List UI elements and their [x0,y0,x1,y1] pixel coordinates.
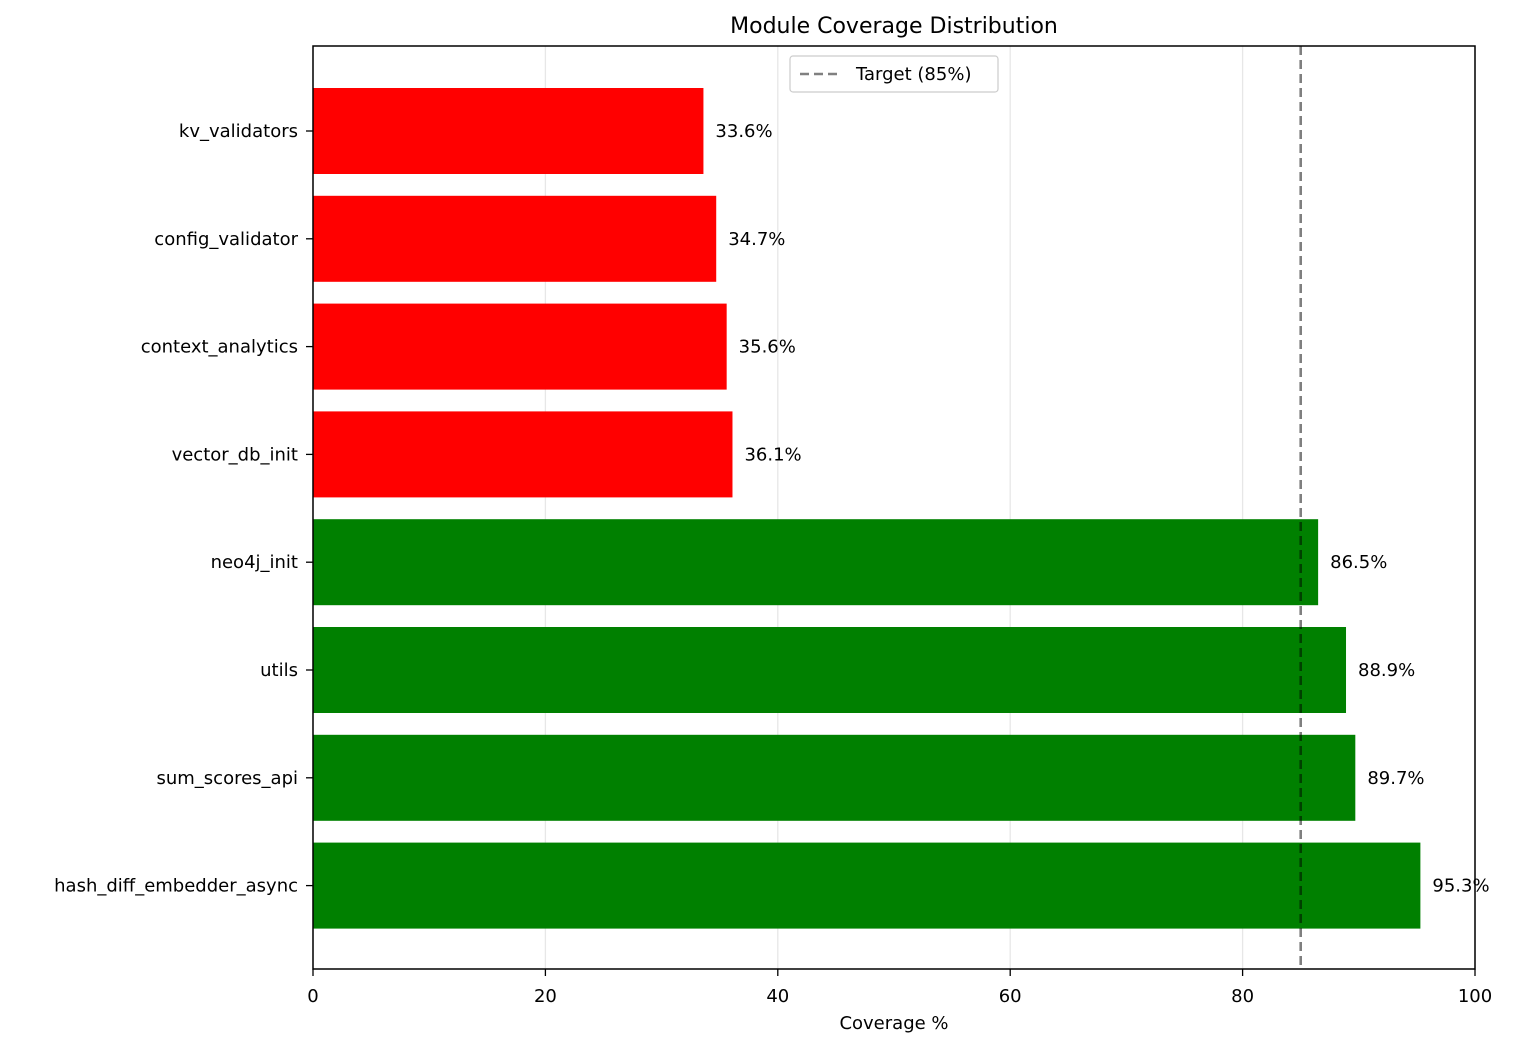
data-labels: 33.6% 34.7% 35.6% 36.1% 86.5% 88.9% 89.7% 95.3% [715,121,1489,897]
y-tick-label: context_analytics [141,337,298,358]
data-label: 34.7% [728,229,785,250]
legend-box [789,55,999,93]
bar-config-validator [313,195,717,282]
bar-vector-db-init [313,411,733,498]
bar-neo4j-init [313,519,1319,606]
data-label: 33.6% [715,121,772,142]
y-tick-label: hash_diff_embedder_async [54,876,298,897]
data-label: 86.5% [1330,552,1387,573]
legend-label-target: Target (85%) [855,64,971,85]
bars [313,88,1421,929]
bar-hash-diff-embedder-async [313,842,1421,929]
x-tick-label: 80 [1231,986,1254,1007]
legend: Target (85%) [789,55,999,93]
x-tick-label: 100 [1458,986,1492,1007]
x-tick-label: 40 [766,986,789,1007]
y-tick-label: vector_db_init [172,444,298,465]
plot-frame [312,45,1476,970]
bar-sum-scores-api [313,734,1356,821]
x-tick-label: 60 [999,986,1022,1007]
x-tick-label: 0 [307,986,318,1007]
chart-title: Module Coverage Distribution [730,14,1058,39]
y-tick-label: kv_validators [179,121,298,142]
data-label: 95.3% [1432,876,1489,897]
bar-context-analytics [313,303,727,390]
data-label: 36.1% [744,444,801,465]
data-label: 35.6% [739,337,796,358]
y-tick-label: neo4j_init [211,552,298,573]
data-label: 89.7% [1367,768,1424,789]
axis-ticks: 0 20 40 60 80 100 kv_validators config_validato… [54,121,1492,1007]
bar-utils [313,627,1347,713]
x-tick-label: 20 [534,986,557,1007]
x-axis-label: Coverage % [839,1013,948,1034]
data-label: 88.9% [1358,660,1415,681]
y-tick-label: config_validator [154,229,298,250]
bar-kv-validators [313,88,704,174]
y-tick-label: sum_scores_api [156,768,298,789]
y-tick-label: utils [260,660,298,681]
